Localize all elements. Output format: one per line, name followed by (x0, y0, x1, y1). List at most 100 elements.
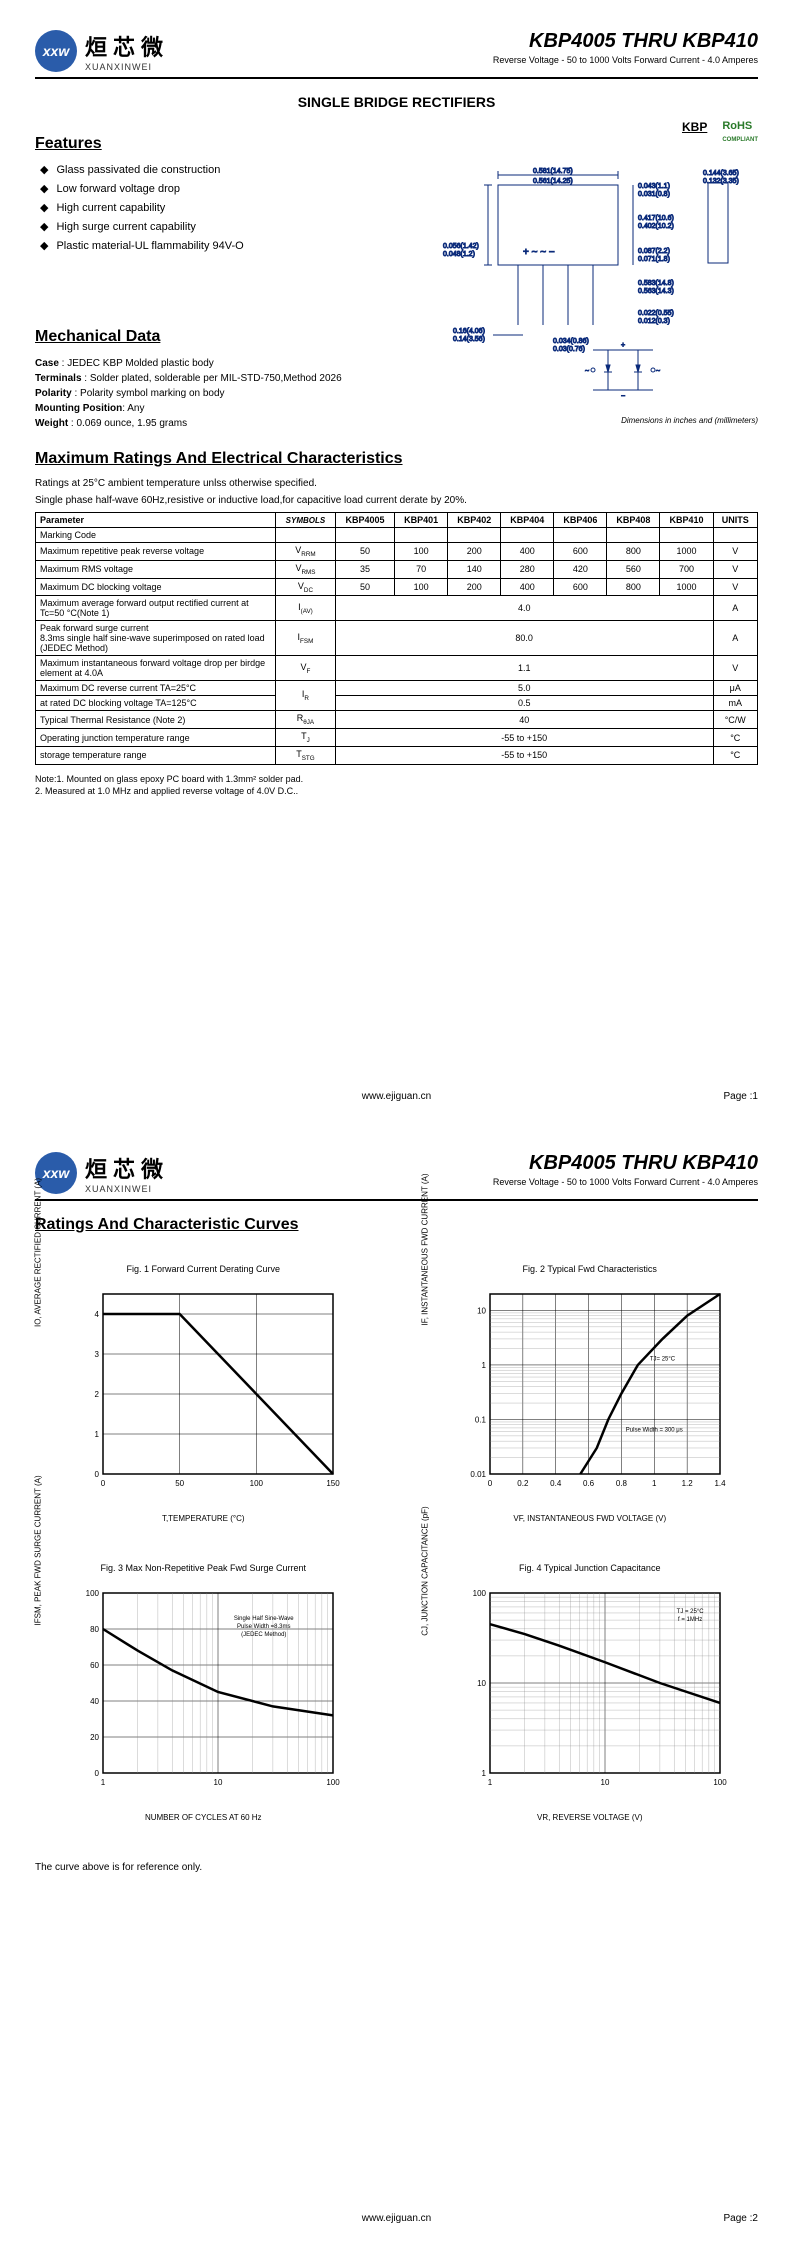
svg-text:+ ~ ~ −: + ~ ~ − (523, 247, 555, 258)
svg-text:0: 0 (95, 1470, 100, 1479)
svg-text:100: 100 (713, 1778, 727, 1787)
logo-en: XUANXINWEI (85, 1184, 169, 1194)
svg-text:0.8: 0.8 (616, 1479, 628, 1488)
svg-text:150: 150 (327, 1479, 341, 1488)
ratings-notes: Note:1. Mounted on glass epoxy PC board … (35, 773, 758, 798)
svg-text:0.4: 0.4 (550, 1479, 562, 1488)
rohs-badge: RoHSCOMPLIANT (722, 120, 758, 144)
svg-text:~: ~ (656, 368, 660, 375)
part-title: KBP4005 THRU KBP410 (493, 30, 758, 53)
ratings-table: Parameter SYMBOLS KBP4005KBP401 KBP402KB… (35, 512, 758, 765)
svg-text:0.048(1.2): 0.048(1.2) (443, 251, 475, 258)
svg-text:(JEDEC Method): (JEDEC Method) (241, 1632, 286, 1638)
logo: xxw 烜芯微 XUANXINWEI (35, 30, 169, 72)
part-title: KBP4005 THRU KBP410 (493, 1152, 758, 1175)
svg-text:10: 10 (214, 1778, 223, 1787)
feature-item: Low forward voltage drop (40, 182, 244, 195)
svg-text:0.6: 0.6 (583, 1479, 595, 1488)
svg-text:0: 0 (488, 1479, 493, 1488)
svg-text:0.03(0.76): 0.03(0.76) (553, 346, 585, 353)
svg-text:3: 3 (95, 1350, 100, 1359)
svg-text:f = 1MHz: f = 1MHz (678, 1617, 702, 1623)
svg-text:0.043(1.1): 0.043(1.1) (638, 183, 670, 190)
svg-text:~: ~ (585, 368, 589, 375)
svg-text:0.2: 0.2 (517, 1479, 529, 1488)
svg-text:100: 100 (472, 1589, 486, 1598)
feature-item: High surge current capability (40, 220, 244, 233)
chart-4: Fig. 4 Typical Junction Capacitance CJ, … (422, 1563, 759, 1822)
svg-text:TJ= 25°C: TJ= 25°C (650, 1357, 676, 1363)
footer-url: www.ejiguan.cn (0, 1091, 793, 1102)
logo-en: XUANXINWEI (85, 62, 169, 72)
svg-text:0.402(10.2): 0.402(10.2) (638, 223, 674, 230)
curves-heading: Ratings And Characteristic Curves (35, 1216, 758, 1234)
chart-1: Fig. 1 Forward Current Derating Curve IO… (35, 1264, 372, 1523)
svg-text:0.01: 0.01 (470, 1470, 486, 1479)
svg-text:0.16(4.06): 0.16(4.06) (453, 328, 485, 335)
svg-text:0.132(3.35): 0.132(3.35) (703, 178, 739, 185)
svg-text:Single Half Sine-Wave: Single Half Sine-Wave (234, 1616, 294, 1622)
svg-text:0.056(1.42): 0.056(1.42) (443, 243, 479, 250)
svg-text:TJ = 25°C: TJ = 25°C (676, 1609, 704, 1615)
svg-text:1: 1 (652, 1479, 657, 1488)
chart-3: Fig. 3 Max Non-Repetitive Peak Fwd Surge… (35, 1563, 372, 1822)
svg-text:0.563(14.3): 0.563(14.3) (638, 288, 674, 295)
svg-text:1: 1 (95, 1430, 100, 1439)
svg-text:+: + (621, 342, 625, 349)
page-number: Page :1 (724, 1091, 758, 1102)
logo-cn: 烜芯微 (85, 30, 169, 62)
svg-text:0: 0 (95, 1769, 100, 1778)
feature-item: Plastic material-UL flammability 94V-O (40, 239, 244, 252)
svg-text:10: 10 (477, 1306, 486, 1315)
kbp-badge: KBP (682, 120, 707, 134)
svg-text:−: − (621, 393, 625, 400)
svg-text:80: 80 (90, 1625, 99, 1634)
svg-text:0.087(2.2): 0.087(2.2) (638, 248, 670, 255)
page-number: Page :2 (724, 2213, 758, 2224)
svg-text:0.022(0.55): 0.022(0.55) (638, 310, 674, 317)
svg-text:10: 10 (477, 1679, 486, 1688)
svg-text:100: 100 (250, 1479, 264, 1488)
svg-text:0.14(3.56): 0.14(3.56) (453, 336, 485, 343)
ratings-intro2: Single phase half-wave 60Hz,resistive or… (35, 495, 758, 506)
charts-grid: Fig. 1 Forward Current Derating Curve IO… (35, 1264, 758, 1822)
svg-text:0.012(0.3): 0.012(0.3) (638, 318, 670, 325)
svg-text:0.071(1.8): 0.071(1.8) (638, 256, 670, 263)
svg-text:0.581(14.75): 0.581(14.75) (533, 168, 573, 175)
features-list: Glass passivated die construction Low fo… (35, 163, 244, 252)
product-type: SINGLE BRIDGE RECTIFIERS (35, 94, 758, 110)
chart-2: Fig. 2 Typical Fwd Characteristics IF, I… (422, 1264, 759, 1523)
svg-text:0: 0 (101, 1479, 106, 1488)
svg-text:0.144(3.65): 0.144(3.65) (703, 170, 739, 177)
svg-text:0.417(10.6): 0.417(10.6) (638, 215, 674, 222)
svg-text:2: 2 (95, 1390, 100, 1399)
package-drawing: 0.581(14.75) 0.561(14.25) + ~ ~ − 0.056(… (438, 165, 758, 425)
svg-text:0.031(0.8): 0.031(0.8) (638, 191, 670, 198)
svg-text:10: 10 (600, 1778, 609, 1787)
feature-item: Glass passivated die construction (40, 163, 244, 176)
part-subtitle: Reverse Voltage - 50 to 1000 Volts Forwa… (493, 1177, 758, 1187)
svg-text:50: 50 (175, 1479, 184, 1488)
svg-text:0.034(0.86): 0.034(0.86) (553, 338, 589, 345)
svg-text:40: 40 (90, 1697, 99, 1706)
svg-text:1: 1 (481, 1769, 486, 1778)
svg-text:Pulse Width = 300 μs: Pulse Width = 300 μs (626, 1428, 683, 1434)
logo-cn: 烜芯微 (85, 1152, 169, 1184)
features-heading: Features (35, 135, 244, 153)
logo: xxw 烜芯微 XUANXINWEI (35, 1152, 169, 1194)
svg-text:1.2: 1.2 (681, 1479, 693, 1488)
svg-text:0.561(14.25): 0.561(14.25) (533, 178, 573, 185)
curve-note: The curve above is for reference only. (35, 1862, 758, 1873)
svg-text:100: 100 (327, 1778, 341, 1787)
feature-item: High current capability (40, 201, 244, 214)
svg-text:0.583(14.8): 0.583(14.8) (638, 280, 674, 287)
svg-text:1: 1 (101, 1778, 106, 1787)
svg-text:20: 20 (90, 1733, 99, 1742)
svg-text:0.1: 0.1 (475, 1415, 487, 1424)
svg-text:100: 100 (86, 1589, 100, 1598)
svg-text:4: 4 (95, 1310, 100, 1319)
footer-url: www.ejiguan.cn (0, 2213, 793, 2224)
part-subtitle: Reverse Voltage - 50 to 1000 Volts Forwa… (493, 55, 758, 65)
svg-text:1: 1 (481, 1361, 486, 1370)
svg-text:1.4: 1.4 (714, 1479, 726, 1488)
